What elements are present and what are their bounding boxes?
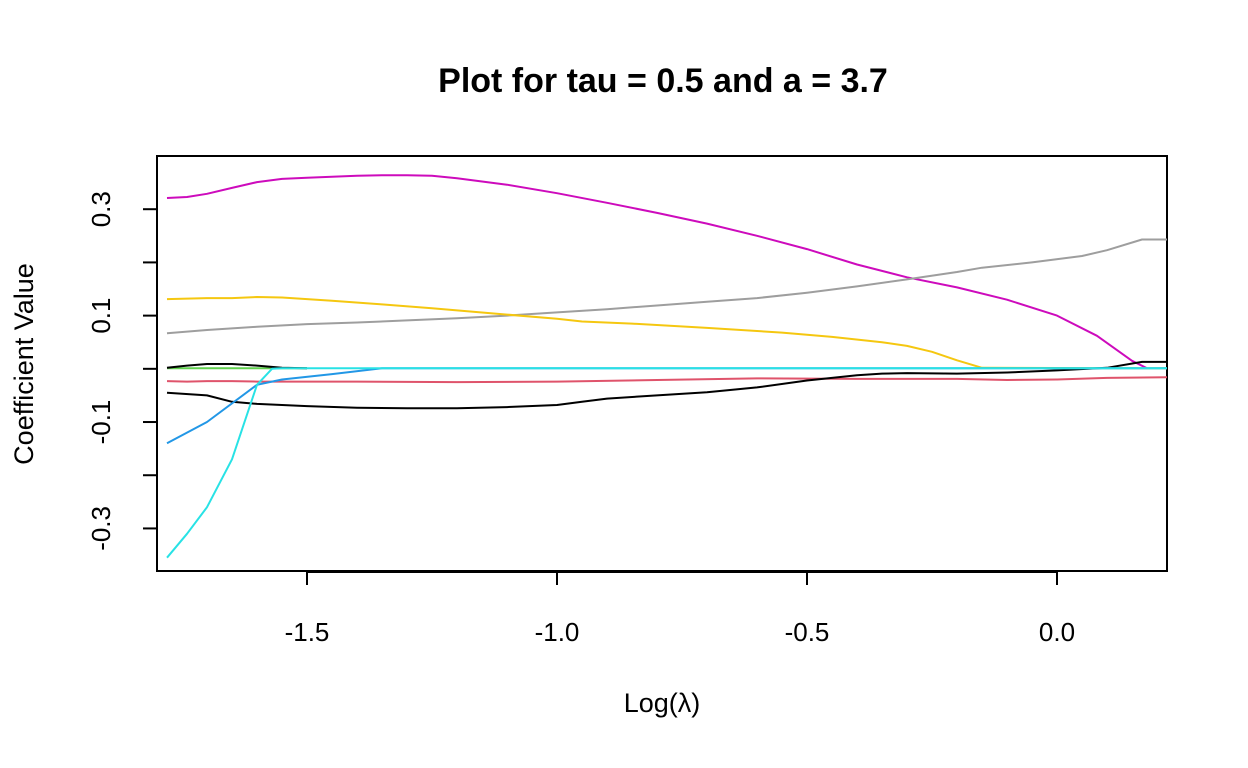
chart-title: Plot for tau = 0.5 and a = 3.7 — [438, 62, 888, 100]
x-tick-label: -1.5 — [285, 617, 330, 647]
y-tick-label: 0.3 — [86, 191, 116, 227]
series-line-7 — [166, 360, 1167, 410]
x-tick-label: -0.5 — [785, 617, 830, 647]
series-line-6 — [166, 376, 1168, 384]
series-layer — [166, 174, 1168, 559]
x-axis: -1.5 -1.0 -0.5 0.0 — [285, 571, 1075, 647]
x-tick-label: 0.0 — [1039, 617, 1075, 647]
y-tick-label: -0.3 — [86, 506, 116, 551]
y-axis-label: Coefficient Value — [9, 263, 39, 465]
y-axis: -0.3 -0.1 0.1 0.3 — [86, 191, 158, 551]
x-tick-label: -1.0 — [535, 617, 580, 647]
x-axis-label: Log(λ) — [624, 688, 701, 718]
y-tick-label: -0.1 — [86, 400, 116, 445]
y-tick-label: 0.1 — [86, 298, 116, 334]
series-line-3 — [166, 296, 1168, 370]
plot-frame — [156, 155, 1168, 572]
series-line-9 — [166, 367, 1167, 559]
series-line-2 — [166, 238, 1167, 335]
series-line-1 — [166, 174, 1148, 370]
